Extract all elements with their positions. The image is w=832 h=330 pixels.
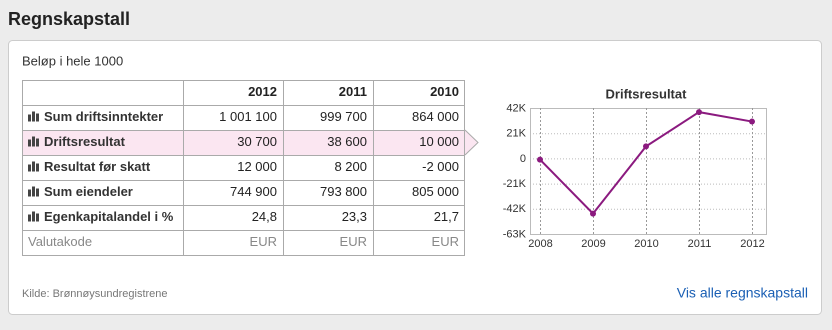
- cell: 38 600: [327, 134, 367, 149]
- x-tick-label: 2009: [581, 238, 605, 250]
- page-title: Regnskapstall: [8, 9, 130, 29]
- cell: 30 700: [237, 134, 277, 149]
- column-header: 2012: [248, 84, 277, 99]
- link[interactable]: Vis alle regnskapstall: [677, 285, 808, 301]
- cell: 864 000: [412, 109, 459, 124]
- column-header: 2010: [430, 84, 459, 99]
- chart-title: Driftsresultat: [606, 86, 688, 101]
- row-label: Valutakode: [28, 234, 92, 249]
- bar-icon: [36, 138, 39, 147]
- point: [749, 118, 755, 125]
- cell: 12 000: [237, 159, 277, 174]
- table-border: [22, 80, 465, 256]
- source: Kilde: Brønnøysundregistrene: [22, 288, 168, 300]
- x-tick-label: 2008: [528, 238, 552, 250]
- y-tick-label: -63K: [503, 228, 527, 240]
- cell: 23,3: [342, 209, 367, 224]
- x-tick-label: 2012: [740, 238, 764, 250]
- bar-icon: [28, 214, 31, 222]
- y-tick-label: 21K: [506, 128, 526, 140]
- bar-icon: [32, 111, 35, 122]
- bar-icon: [32, 161, 35, 172]
- x-tick-label: 2010: [634, 238, 658, 250]
- note: Beløp i hele 1000: [22, 53, 123, 68]
- bar-icon: [28, 139, 31, 147]
- cell: 744 900: [230, 184, 277, 199]
- point: [537, 156, 543, 163]
- bar-icon: [36, 163, 39, 172]
- point: [590, 210, 596, 217]
- cell: 999 700: [320, 109, 367, 124]
- cell: 21,7: [434, 209, 459, 224]
- y-tick-label: -42K: [503, 203, 527, 215]
- row-label: Resultat før skatt: [44, 159, 151, 174]
- point: [696, 109, 702, 116]
- cell: 10 000: [419, 134, 459, 149]
- plot-frame: [530, 108, 767, 235]
- cell: -2 000: [422, 159, 459, 174]
- bar-icon: [28, 114, 31, 122]
- row-highlight: [22, 130, 465, 155]
- row-label: Sum driftsinntekter: [44, 109, 163, 124]
- y-tick-label: 42K: [506, 102, 526, 114]
- row-label: Sum eiendeler: [44, 184, 133, 199]
- row-label: Driftsresultat: [44, 134, 126, 149]
- point: [643, 143, 649, 150]
- column-header: 2011: [339, 84, 367, 99]
- row-label: Egenkapitalandel i %: [44, 209, 174, 224]
- cell: 1 001 100: [219, 109, 277, 124]
- cell: 793 800: [320, 184, 367, 199]
- y-tick-label: -21K: [503, 178, 527, 190]
- cell: 8 200: [334, 159, 367, 174]
- bar-icon: [32, 186, 35, 197]
- bar-icon: [36, 113, 39, 122]
- bar-icon: [36, 188, 39, 197]
- cell: 805 000: [412, 184, 459, 199]
- bar-icon: [28, 164, 31, 172]
- bar-icon: [32, 211, 35, 222]
- y-tick-label: 0: [520, 153, 526, 165]
- bar-icon: [36, 213, 39, 222]
- bar-icon: [32, 136, 35, 147]
- bar-icon: [28, 189, 31, 197]
- x-tick-label: 2011: [688, 238, 712, 250]
- cell: 24,8: [252, 209, 277, 224]
- cell: EUR: [340, 234, 367, 249]
- cell: EUR: [250, 234, 277, 249]
- row-arrow: [464, 129, 479, 156]
- cell: EUR: [432, 234, 459, 249]
